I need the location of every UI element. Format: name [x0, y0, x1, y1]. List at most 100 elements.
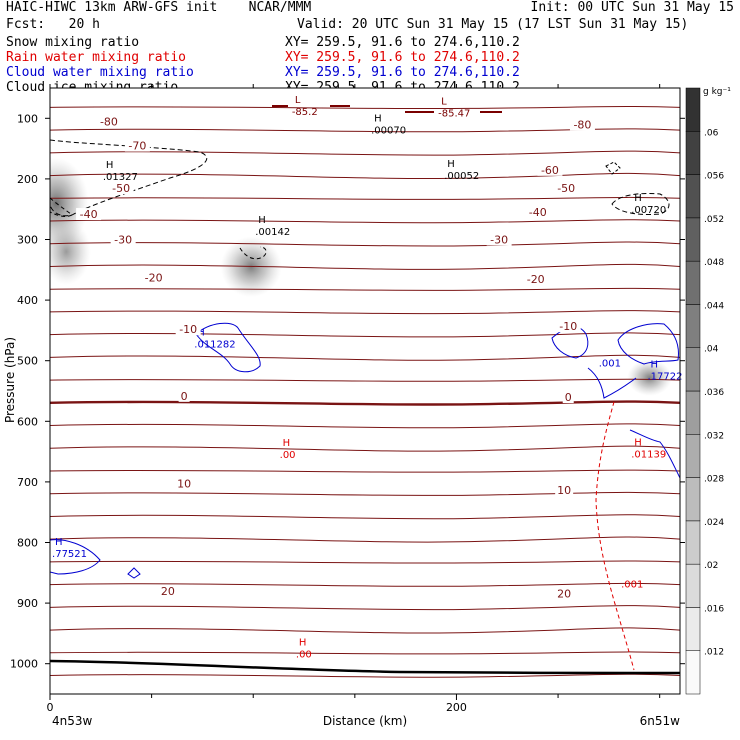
colorbar-segment [685, 131, 701, 175]
extremum-value: .00 [280, 450, 296, 461]
temperature-label: -40 [529, 206, 547, 219]
temperature-label: 10 [557, 484, 571, 497]
temperature-label: -50 [112, 182, 130, 195]
y-tick-label: 800 [17, 537, 38, 550]
extremum-value: .01327 [103, 172, 138, 183]
temperature-label: -10 [179, 323, 197, 336]
contour-value-label: .001 [599, 359, 621, 370]
cloud-water-contour-right-d [629, 429, 680, 479]
isotherm-line [50, 172, 680, 179]
colorbar-segment [685, 520, 701, 565]
colorbar-tick-label: .032 [704, 431, 724, 441]
surface-terrain-line [49, 659, 681, 675]
temperature-label: 0 [181, 390, 188, 403]
colorbar-segment [685, 390, 701, 435]
colorbar-segment [685, 347, 701, 392]
isotherm-zero [50, 400, 680, 406]
temperature-label-bg [555, 587, 574, 600]
temperature-label: 20 [161, 585, 175, 598]
extremum-marker: H [650, 359, 658, 370]
colorbar-tick-label: .012 [704, 648, 724, 658]
temperature-label: -30 [114, 234, 132, 247]
isotherm-line [50, 354, 680, 361]
cloud-water-contour-small [127, 567, 141, 579]
colorbar-tick-label: .048 [704, 258, 724, 268]
temperature-label-bg [124, 139, 150, 152]
temperature-label-bg [76, 208, 102, 221]
contour-value-label: .001 [621, 580, 643, 591]
temperature-label-bg [158, 584, 177, 597]
extremum-value: .00 [296, 650, 312, 661]
colorbar-tick-label: .02 [704, 561, 718, 571]
colorbar-segment [685, 563, 701, 608]
header-line1-left: HAIC-HIWC 13km ARW-GFS init NCAR/MMM [6, 0, 312, 15]
header-forecast-hour: Fcst: 20 h [6, 17, 100, 32]
header-valid-time: Valid: 20 UTC Sun 31 May 15 (17 LST Sun … [297, 17, 689, 32]
snow-shade-snow-mid-left [50, 218, 91, 285]
extremum-value: -85.2 [292, 107, 318, 118]
isotherm-line [50, 241, 680, 247]
colorbar-segment [685, 87, 701, 132]
cloud-water-contour-left [195, 322, 261, 373]
y-tick-label: 400 [17, 294, 38, 307]
colorbar-tick-label: .06 [704, 128, 719, 138]
temperature-label-bg [525, 206, 551, 219]
isotherm-line [50, 378, 680, 382]
temperature-label-bg [175, 477, 194, 490]
colorbar-segment [685, 260, 701, 305]
extremum-value: .011282 [194, 339, 235, 350]
colorbar-unit: g kg⁻¹ [703, 87, 731, 97]
temperature-label: -10 [559, 320, 577, 333]
isotherm-line [50, 582, 680, 587]
temperature-label-bg [555, 320, 581, 333]
isotherm-line [50, 627, 680, 634]
temperature-label-bg [141, 271, 167, 284]
colorbar-tick-label: .052 [704, 215, 724, 225]
extremum-marker: H [374, 113, 382, 124]
plot-frame [49, 87, 681, 695]
temperature-label-bg [569, 118, 595, 131]
y-tick-label: 100 [17, 112, 38, 125]
isotherm-line [50, 469, 680, 473]
y-axis-label: Pressure (hPa) [3, 337, 17, 423]
extremum-marker: H [634, 438, 642, 449]
colorbar-segment [685, 434, 701, 478]
temperature-label-bg [553, 181, 579, 194]
colorbar-tick-label: .028 [704, 475, 724, 485]
temperature-label: -60 [541, 164, 559, 177]
temperature-label: -40 [80, 208, 98, 221]
temperature-label-bg [523, 272, 549, 285]
y-tick-label: 1000 [10, 658, 38, 671]
field-label-rain: Rain water mixing ratio [6, 50, 187, 65]
temperature-label: 10 [177, 478, 191, 491]
extremum-marker: L [441, 96, 447, 107]
colorbar-tick-label: .016 [704, 604, 724, 614]
isotherm-line [50, 514, 680, 520]
temperature-label-bg [555, 483, 574, 496]
temperature-label-bg [96, 115, 122, 128]
extremum-marker: H [258, 215, 266, 226]
extremum-value: .00720 [631, 205, 666, 216]
colorbar-segment [685, 304, 701, 348]
colorbar-tick-label: .036 [704, 388, 724, 398]
temperature-label: -20 [145, 272, 163, 285]
snow-shade-snow-right-mid [627, 359, 672, 396]
x-left-endpoint: 4n53w [52, 714, 93, 728]
colorbar-tick-label: .056 [704, 172, 724, 182]
extremum-marker: H [283, 438, 291, 449]
cloud-water-contour-lower-left [50, 539, 101, 575]
isotherm-line [50, 263, 680, 270]
rain-contour-right [595, 401, 635, 671]
field-xy-cloud-water: XY= 259.5, 91.6 to 274.6,110.2 [285, 65, 520, 80]
temperature-label: -50 [557, 182, 575, 195]
y-tick-label: 300 [17, 234, 38, 247]
extremum-marker: L [295, 95, 301, 106]
extremum-value: .17722 [647, 371, 682, 382]
temperature-label-bg [562, 391, 574, 404]
extremum-marker: H [55, 537, 63, 548]
isotherm-line [50, 673, 680, 678]
ice-contour-centre [239, 246, 267, 260]
temperature-label: -20 [527, 273, 545, 286]
extremum-value: .00142 [255, 227, 290, 238]
